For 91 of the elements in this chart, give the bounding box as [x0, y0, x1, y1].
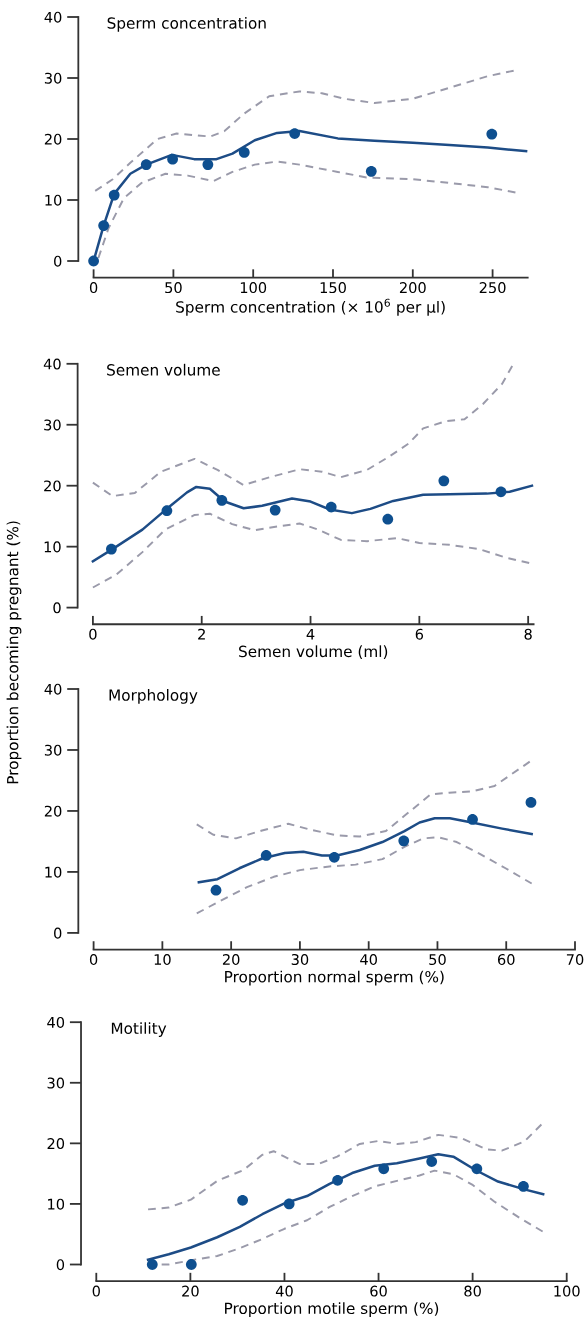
- x-tick-label: 100: [240, 282, 267, 294]
- chart-title: Semen volume: [107, 363, 220, 376]
- y-tick-label: 20: [44, 480, 61, 492]
- x-tick-label: 20: [222, 953, 240, 966]
- point: [438, 475, 450, 487]
- y-tick-label: 0: [54, 255, 62, 267]
- point: [146, 1259, 158, 1270]
- point: [161, 505, 173, 517]
- x-tick-label: 50: [165, 282, 182, 294]
- point: [106, 543, 117, 555]
- x-axis-title: Sperm concentration (× 10$^{6}$ per µl): [176, 298, 445, 316]
- x-tick-label: 250: [479, 282, 506, 294]
- y-tick-label: 10: [48, 1198, 65, 1210]
- x-tick-label: 20: [182, 1285, 199, 1297]
- y-tick-label: 40: [44, 11, 62, 23]
- point: [260, 850, 272, 861]
- x-tick-label: 100: [554, 1285, 580, 1297]
- point: [325, 501, 337, 513]
- y-tick-label: 20: [47, 1138, 65, 1150]
- x-tick-label: 50: [429, 953, 446, 966]
- y-tick-label: 30: [44, 744, 62, 756]
- point: [167, 153, 178, 165]
- x-tick-label: 40: [360, 953, 377, 966]
- line-series: [195, 836, 533, 915]
- point: [216, 494, 228, 506]
- x-axis-title: Proportion motile sperm (%): [225, 1302, 439, 1318]
- y-tick-label: 30: [44, 419, 61, 431]
- chart-title: Sperm concentration: [107, 17, 266, 32]
- x-tick-label: 10: [154, 953, 171, 966]
- x-tick-label: 60: [497, 953, 515, 966]
- x-tick-label: 6: [415, 628, 424, 640]
- point: [328, 851, 340, 863]
- y-tick-label: 40: [44, 683, 62, 695]
- y-tick-label: 0: [54, 927, 62, 939]
- x-axis-title: Proportion normal sperm (%): [225, 970, 444, 986]
- line-series: [91, 484, 534, 563]
- point: [283, 1198, 295, 1210]
- point: [378, 1163, 390, 1175]
- point: [289, 128, 301, 139]
- line-series: [147, 1121, 545, 1211]
- point: [471, 1163, 483, 1175]
- point: [495, 486, 507, 498]
- x-tick-label: 60: [370, 1285, 387, 1297]
- point: [185, 1259, 197, 1270]
- point: [365, 165, 377, 177]
- x-tick-label: 0: [92, 1285, 100, 1297]
- chart-title: Morphology: [109, 689, 198, 704]
- x-tick-label: 30: [291, 953, 309, 966]
- point: [382, 513, 394, 525]
- y-tick-label: 10: [45, 866, 62, 878]
- point: [88, 255, 99, 267]
- x-tick-label: 150: [320, 282, 346, 294]
- point: [210, 884, 222, 896]
- y-tick-label: 20: [44, 133, 62, 145]
- x-tick-label: 2: [198, 628, 205, 640]
- x-axis-title: Semen volume (ml): [239, 645, 388, 659]
- point: [486, 128, 498, 140]
- point: [108, 189, 120, 201]
- x-tick-label: 200: [399, 282, 426, 294]
- point: [202, 159, 214, 170]
- x-tick-label: 80: [464, 1285, 481, 1297]
- point: [237, 1194, 248, 1206]
- point: [426, 1156, 438, 1167]
- y-tick-label: 40: [47, 1016, 65, 1028]
- x-tick-label: 0: [89, 282, 98, 294]
- y-tick-label: 30: [47, 1077, 65, 1089]
- x-tick-label: 0: [89, 628, 97, 640]
- y-tick-label: 30: [44, 72, 62, 84]
- y-tick-label: 20: [44, 805, 62, 817]
- x-tick-label: 4: [306, 628, 315, 640]
- y-tick-label: 0: [56, 1259, 65, 1271]
- y-tick-label: 10: [44, 541, 61, 553]
- point: [398, 835, 410, 847]
- point: [98, 220, 110, 231]
- x-tick-label: 8: [524, 628, 532, 640]
- chart-title: Motility: [111, 1022, 167, 1037]
- x-tick-label: 40: [275, 1285, 293, 1297]
- point: [140, 159, 152, 170]
- point: [525, 797, 537, 808]
- y-tick-label: 0: [53, 602, 61, 614]
- point: [518, 1180, 529, 1192]
- line-series: [195, 759, 533, 840]
- point: [269, 504, 281, 516]
- x-tick-label: 0: [89, 953, 98, 966]
- point: [332, 1174, 343, 1186]
- x-tick-label: 70: [566, 953, 584, 966]
- y-axis-title: Proportion becoming pregnant (%): [6, 521, 22, 784]
- point: [467, 814, 478, 825]
- y-tick-label: 10: [45, 194, 62, 206]
- point: [238, 147, 250, 158]
- y-tick-label: 40: [43, 358, 61, 370]
